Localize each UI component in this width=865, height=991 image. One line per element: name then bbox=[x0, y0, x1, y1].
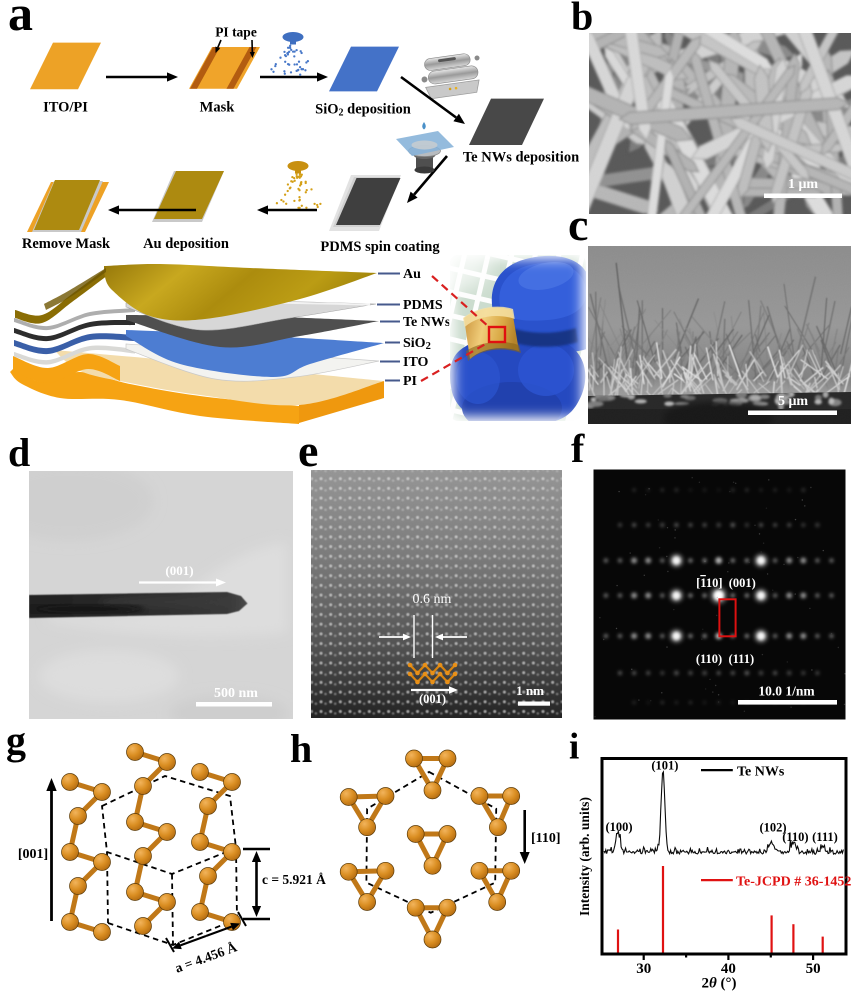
svg-text:f: f bbox=[571, 426, 585, 471]
svg-text:Te NWs deposition: Te NWs deposition bbox=[463, 150, 579, 166]
svg-text:PDMS spin coating: PDMS spin coating bbox=[320, 239, 440, 255]
svg-text:[001]: [001] bbox=[18, 847, 48, 862]
svg-text:(001): (001) bbox=[419, 692, 446, 706]
svg-text:ITO/PI: ITO/PI bbox=[43, 100, 88, 116]
svg-text:Remove Mask: Remove Mask bbox=[22, 236, 111, 252]
svg-text:(110) (111): (110) (111) bbox=[696, 652, 754, 666]
svg-text:Intensity (arb. units): Intensity (arb. units) bbox=[577, 797, 592, 916]
svg-text:Te NWs: Te NWs bbox=[403, 315, 451, 330]
svg-text:40: 40 bbox=[721, 961, 736, 977]
svg-text:SiO2 deposition: SiO2 deposition bbox=[315, 102, 411, 119]
svg-text:d: d bbox=[8, 430, 30, 475]
svg-text:e: e bbox=[298, 425, 318, 476]
svg-text:0.6 nm: 0.6 nm bbox=[413, 592, 452, 607]
svg-text:Au deposition: Au deposition bbox=[143, 236, 229, 252]
svg-text:(101): (101) bbox=[651, 759, 678, 773]
svg-text:Te-JCPD # 36-1452: Te-JCPD # 36-1452 bbox=[736, 875, 851, 890]
svg-text:SiO2: SiO2 bbox=[403, 336, 431, 352]
svg-text:1 nm: 1 nm bbox=[516, 683, 544, 698]
svg-text:[110]: [110] bbox=[531, 831, 561, 846]
svg-text:PI: PI bbox=[403, 374, 417, 389]
svg-text:2θ (°): 2θ (°) bbox=[701, 976, 736, 991]
svg-text:50: 50 bbox=[806, 961, 821, 977]
svg-text:Au: Au bbox=[403, 267, 421, 282]
svg-text:(110): (110) bbox=[782, 830, 808, 844]
svg-text:(001): (001) bbox=[165, 563, 193, 578]
svg-text:h: h bbox=[290, 726, 312, 771]
svg-text:[110] (001): [110] (001) bbox=[696, 576, 756, 590]
svg-text:c: c bbox=[568, 199, 588, 250]
svg-text:g: g bbox=[6, 718, 26, 763]
svg-text:i: i bbox=[569, 727, 579, 768]
svg-text:Te NWs: Te NWs bbox=[737, 765, 785, 780]
svg-text:10.0 1/nm: 10.0 1/nm bbox=[758, 684, 815, 699]
svg-text:PDMS: PDMS bbox=[403, 298, 443, 313]
svg-text:ITO: ITO bbox=[403, 355, 429, 370]
svg-text:b: b bbox=[571, 0, 593, 39]
svg-text:500 nm: 500 nm bbox=[214, 686, 258, 701]
svg-text:a: a bbox=[8, 0, 33, 41]
svg-text:(100): (100) bbox=[605, 820, 632, 834]
svg-text:Mask: Mask bbox=[200, 100, 236, 116]
svg-text:(111): (111) bbox=[812, 830, 838, 844]
svg-text:1 μm: 1 μm bbox=[788, 177, 818, 192]
svg-text:5 μm: 5 μm bbox=[778, 394, 808, 409]
svg-text:c = 5.921 Å: c = 5.921 Å bbox=[262, 872, 326, 887]
svg-text:(102): (102) bbox=[759, 821, 786, 835]
svg-text:30: 30 bbox=[636, 961, 651, 977]
svg-text:PI tape: PI tape bbox=[215, 25, 257, 40]
